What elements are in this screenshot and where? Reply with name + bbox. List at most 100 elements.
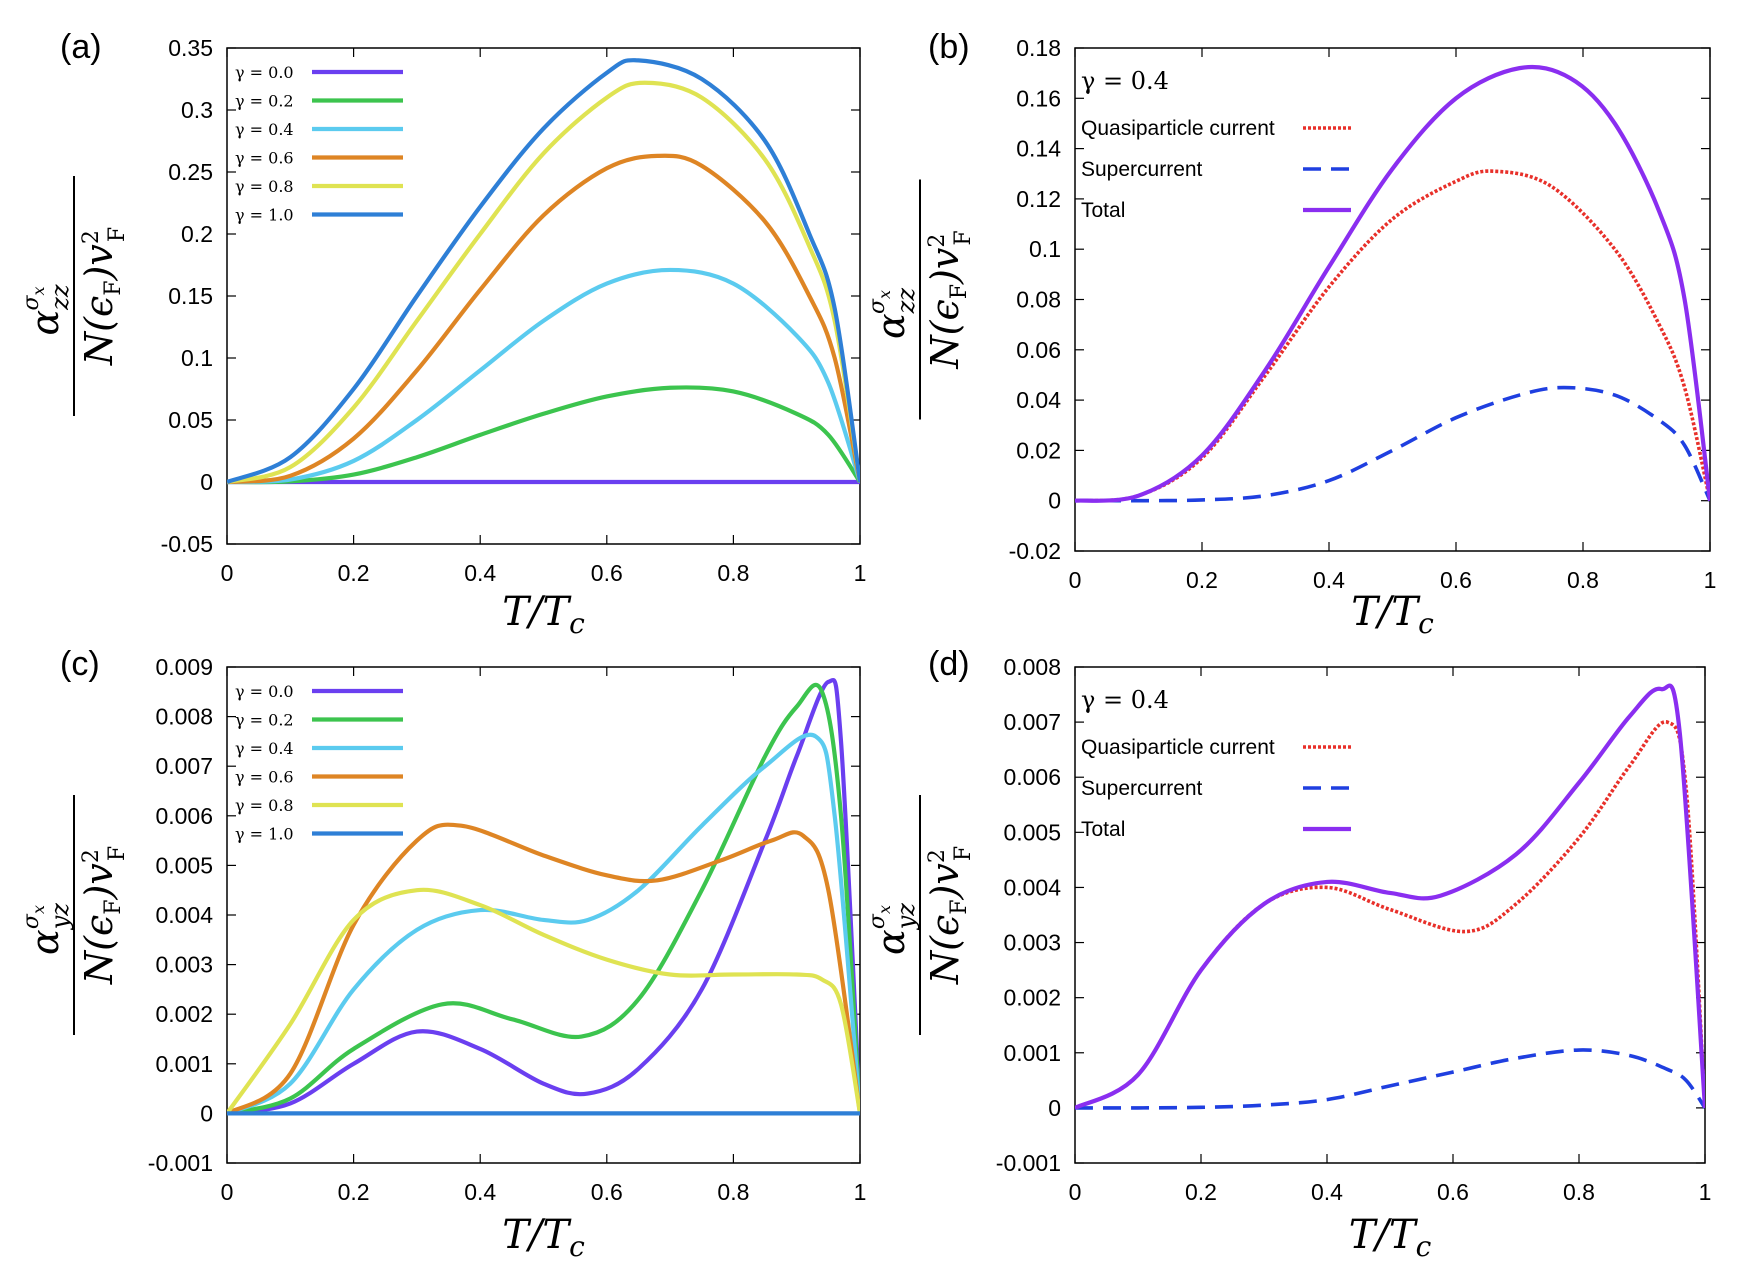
x-tick-label: 0 [221, 560, 234, 586]
gamma-note: γ = 0.4 [1081, 67, 1169, 95]
x-axis-label: T/Tc [1349, 1212, 1432, 1263]
y-tick-label: 0 [1048, 1095, 1061, 1121]
x-tick-label: 1 [854, 560, 867, 586]
series-line-6 [227, 58, 860, 484]
x-tick-label: 0.4 [1311, 1179, 1343, 1205]
series-line-3 [227, 732, 860, 1116]
y-label-denominator: N(ϵF)v2F [923, 846, 976, 985]
plot-frame [226, 47, 861, 545]
panel-b: -0.02 0 0.02 0.04 0.06 0.08 0.1 0.12 0.14 0.16 0.1… [865, 28, 1716, 640]
panel-label: (d) [928, 645, 970, 683]
y-tick-label: -0.001 [996, 1150, 1061, 1176]
y-tick-label: 0.005 [155, 852, 213, 878]
y-tick-label: 0.004 [1003, 874, 1061, 900]
y-tick-label: 0.1 [181, 345, 213, 371]
x-tick-label: 1 [1699, 1179, 1712, 1205]
legend-label: γ = 0.0 [235, 682, 294, 701]
series-line-2 [1075, 1048, 1705, 1110]
legend-label: γ = 0.2 [235, 92, 294, 111]
gamma-note: γ = 0.4 [1081, 686, 1169, 714]
legend: γ = 0.4 Quasiparticle current Supercurrent… [1081, 686, 1351, 841]
series-group [1075, 683, 1705, 1110]
x-tick-label: 0 [221, 1179, 234, 1205]
legend: γ = 0.4 Quasiparticle current Supercurrent… [1081, 67, 1351, 222]
legend-label: γ = 0.8 [235, 796, 294, 815]
x-tick-label: 0.8 [717, 1179, 749, 1205]
panel-d: -0.001 0 0.001 0.002 0.003 0.004 0.005 0.006 0.0… [865, 645, 1711, 1263]
y-tick-label: 0.008 [155, 704, 213, 730]
y-label-denominator: N(ϵF)v2F [77, 846, 130, 985]
legend-label: γ = 1.0 [235, 206, 294, 225]
legend-label: Quasiparticle current [1081, 736, 1275, 759]
y-tick-label: 0.009 [155, 654, 213, 680]
y-tick-label: 0.002 [1003, 985, 1061, 1011]
panel-c: -0.001 0 0.001 0.002 0.003 0.004 0.005 0.006 0.0… [19, 645, 866, 1263]
series-line-4 [227, 822, 860, 1116]
panel-label: (c) [60, 645, 100, 683]
y-tick-label: -0.001 [148, 1150, 213, 1176]
x-axis-label: T/Tc [502, 1212, 585, 1263]
x-tick-label: 1 [1704, 567, 1717, 593]
legend-label: Total [1081, 818, 1125, 841]
y-tick-label: 0.001 [1003, 1040, 1061, 1066]
y-label-denominator: N(ϵF)v2F [77, 227, 130, 366]
plot-frame [226, 666, 861, 1164]
y-tick-label: -0.05 [161, 531, 213, 557]
x-tick-label: 0.4 [1313, 567, 1345, 593]
y-label-denominator: N(ϵF)v2F [923, 230, 976, 369]
legend-label: γ = 0.8 [235, 177, 294, 196]
x-tick-label: 0.6 [591, 560, 623, 586]
legend-label: Supercurrent [1081, 777, 1203, 800]
series-line-5 [227, 887, 860, 1115]
y-tick-label: 0.001 [155, 1051, 213, 1077]
x-tick-label: 0.6 [591, 1179, 623, 1205]
x-tick-label: 0.2 [338, 560, 370, 586]
series-line-5 [227, 80, 860, 485]
series-line-3 [227, 267, 860, 485]
y-tick-label: 0.002 [155, 1001, 213, 1027]
y-tick-label: 0.16 [1016, 85, 1061, 111]
x-tick-label: 0.8 [717, 560, 749, 586]
x-axis-label: T/Tc [1351, 589, 1434, 640]
y-tick-label: 0 [1048, 488, 1061, 514]
legend-label: γ = 0.4 [235, 739, 294, 758]
y-tick-label: 0.006 [1003, 764, 1061, 790]
y-tick-label: 0.003 [155, 952, 213, 978]
series-line-1 [1075, 169, 1710, 503]
y-tick-label: 0.25 [168, 159, 213, 185]
y-label-numerator: αyzσx [19, 903, 74, 955]
y-tick-label: 0.12 [1016, 186, 1061, 212]
x-axis-label: T/Tc [502, 589, 585, 640]
legend-label: γ = 0.6 [235, 149, 294, 168]
series-group [227, 677, 860, 1116]
series-group [1075, 64, 1710, 503]
legend-label: γ = 0.4 [235, 120, 294, 139]
x-tick-label: 0.2 [1186, 567, 1218, 593]
y-tick-label: 0 [200, 469, 213, 495]
y-tick-label: 0.05 [168, 407, 213, 433]
plot-frame [1074, 666, 1706, 1164]
legend: γ = 0.0 γ = 0.2 γ = 0.4 γ = 0.6 γ = 0.8 γ = 1… [235, 682, 403, 844]
x-tick-label: 0.4 [464, 560, 496, 586]
y-tick-label: 0 [200, 1100, 213, 1126]
series-line-2 [227, 385, 860, 485]
panel-label: (b) [928, 28, 970, 66]
y-tick-label: 0.2 [181, 221, 213, 247]
y-label-numerator: αzzσx [865, 288, 920, 339]
series-group [227, 58, 860, 485]
legend-label: γ = 0.6 [235, 768, 294, 787]
y-tick-label: 0.008 [1003, 654, 1061, 680]
y-label-numerator: αzzσx [19, 284, 74, 335]
legend-label: γ = 0.0 [235, 63, 294, 82]
x-tick-label: 1 [854, 1179, 867, 1205]
x-tick-label: 0.6 [1440, 567, 1472, 593]
series-line-1 [227, 677, 860, 1116]
y-tick-label: 0.006 [155, 803, 213, 829]
x-tick-label: 0 [1069, 1179, 1082, 1205]
y-tick-label: 0.04 [1016, 387, 1061, 413]
y-tick-label: 0.007 [155, 753, 213, 779]
